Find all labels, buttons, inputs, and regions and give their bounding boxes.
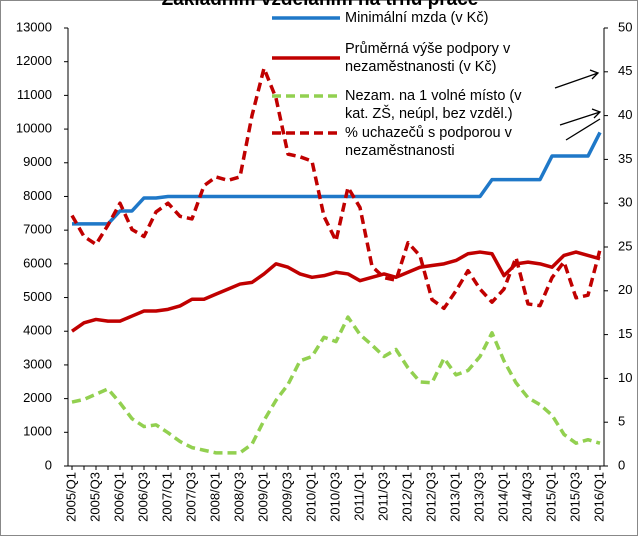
x-tick-label: 2014/Q3 bbox=[519, 472, 534, 522]
y2-tick-label: 50 bbox=[618, 19, 632, 34]
y2-tick-label: 15 bbox=[618, 326, 632, 341]
y-tick-label: 4000 bbox=[23, 323, 52, 338]
legend-label: Minimální mzda (v Kč) bbox=[345, 10, 489, 26]
x-tick-label: 2005/Q3 bbox=[87, 472, 102, 522]
x-tick-label: 2008/Q3 bbox=[231, 472, 246, 522]
y-tick-label: 0 bbox=[45, 457, 52, 472]
x-tick-label: 2014/Q1 bbox=[495, 472, 510, 522]
x-tick-label: 2005/Q1 bbox=[63, 472, 78, 522]
x-tick-label: 2007/Q3 bbox=[183, 472, 198, 522]
y-tick-label: 11000 bbox=[17, 87, 52, 102]
series-line bbox=[70, 250, 601, 333]
y2-tick-label: 45 bbox=[618, 63, 632, 78]
y-tick-label: 3000 bbox=[23, 356, 52, 371]
y-tick-label: 8000 bbox=[23, 188, 52, 203]
y-tick-label: 13000 bbox=[16, 19, 52, 34]
y-tick-label: 10000 bbox=[16, 121, 52, 136]
y-tick-label: 2000 bbox=[23, 390, 52, 405]
x-tick-label: 2015/Q1 bbox=[543, 472, 558, 522]
x-tick-label: 2013/Q3 bbox=[471, 472, 486, 522]
y2-tick-label: 35 bbox=[618, 151, 632, 166]
series-line bbox=[71, 315, 601, 455]
x-tick-label: 2010/Q3 bbox=[327, 472, 342, 522]
annotation-arrows bbox=[554, 69, 602, 141]
x-tick-label: 2015/Q3 bbox=[567, 472, 582, 522]
x-tick-label: 2011/Q1 bbox=[351, 472, 366, 521]
y2-tick-label: 30 bbox=[618, 195, 632, 210]
legend-label: Nezam. na 1 volné místo (v kat. ZŠ, neúp… bbox=[345, 88, 522, 122]
y2-tick-label: 0 bbox=[618, 457, 625, 472]
x-tick-label: 2016/Q1 bbox=[591, 472, 606, 522]
legend-label: Průměrná výše podpory v nezaměstnanosti … bbox=[345, 41, 511, 75]
x-tick-label: 2012/Q1 bbox=[399, 472, 414, 522]
x-tick-label: 2010/Q1 bbox=[303, 472, 318, 522]
x-tick-label: 2006/Q1 bbox=[111, 472, 126, 522]
x-tick-label: 2007/Q1 bbox=[159, 472, 174, 522]
y2-tick-label: 20 bbox=[618, 282, 632, 297]
x-tick-label: 2006/Q3 bbox=[135, 472, 150, 522]
x-tick-label: 2011/Q3 bbox=[375, 472, 390, 521]
x-tick-label: 2009/Q1 bbox=[255, 472, 270, 522]
legend-label: % uchazečů s podporou v nezaměstnanosti bbox=[345, 125, 512, 159]
y2-tick-label: 40 bbox=[618, 107, 632, 122]
y-tick-label: 1000 bbox=[23, 424, 52, 439]
y2-tick-label: 10 bbox=[618, 370, 632, 385]
x-tick-label: 2008/Q1 bbox=[207, 472, 222, 522]
y2-tick-label: 5 bbox=[618, 414, 625, 429]
y-tick-label: 9000 bbox=[23, 154, 52, 169]
y-tick-label: 12000 bbox=[16, 53, 52, 68]
series-line bbox=[72, 131, 602, 226]
series-line bbox=[70, 66, 602, 311]
y-tick-label: 6000 bbox=[23, 255, 52, 270]
y-tick-label: 5000 bbox=[23, 289, 52, 304]
chart-title: Základním vzděláním na trhu práce bbox=[162, 0, 479, 10]
x-tick-label: 2012/Q3 bbox=[423, 472, 438, 522]
x-tick-label: 2013/Q1 bbox=[447, 472, 462, 522]
y-tick-label: 7000 bbox=[23, 222, 52, 237]
x-tick-label: 2009/Q3 bbox=[279, 472, 294, 522]
y2-tick-label: 25 bbox=[618, 238, 632, 253]
